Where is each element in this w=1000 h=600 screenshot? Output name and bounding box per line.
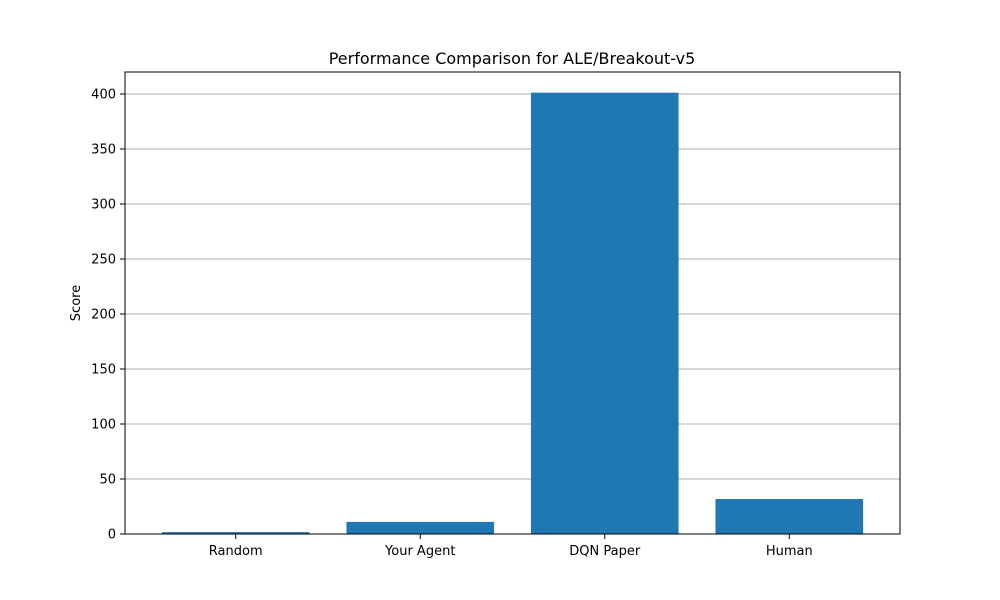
chart-title: Performance Comparison for ALE/Breakout-… [329, 49, 696, 68]
plot-area-frame [125, 72, 900, 534]
x-axis-ticks: Random Your Agent DQN Paper Human [209, 534, 813, 559]
gridlines [125, 94, 900, 479]
y-tick-label: 300 [91, 198, 116, 213]
y-tick-label: 400 [91, 88, 116, 103]
bar-your-agent [346, 522, 494, 534]
y-axis-title: Score [69, 285, 84, 321]
y-tick-label: 100 [91, 418, 116, 433]
bar-dqn-paper [531, 93, 679, 534]
y-axis-ticks: 0 50 100 150 200 250 300 350 400 [91, 88, 125, 543]
x-tick-label: DQN Paper [569, 544, 641, 559]
y-tick-label: 50 [99, 473, 116, 488]
y-tick-label: 150 [91, 363, 116, 378]
bars [162, 93, 863, 534]
y-tick-label: 250 [91, 253, 116, 268]
bar-human [715, 499, 863, 534]
x-tick-label: Human [766, 544, 813, 559]
y-tick-label: 350 [91, 143, 116, 158]
y-tick-label: 0 [108, 528, 116, 543]
x-tick-label: Your Agent [384, 544, 455, 559]
y-tick-label: 200 [91, 308, 116, 323]
x-tick-label: Random [209, 544, 263, 559]
